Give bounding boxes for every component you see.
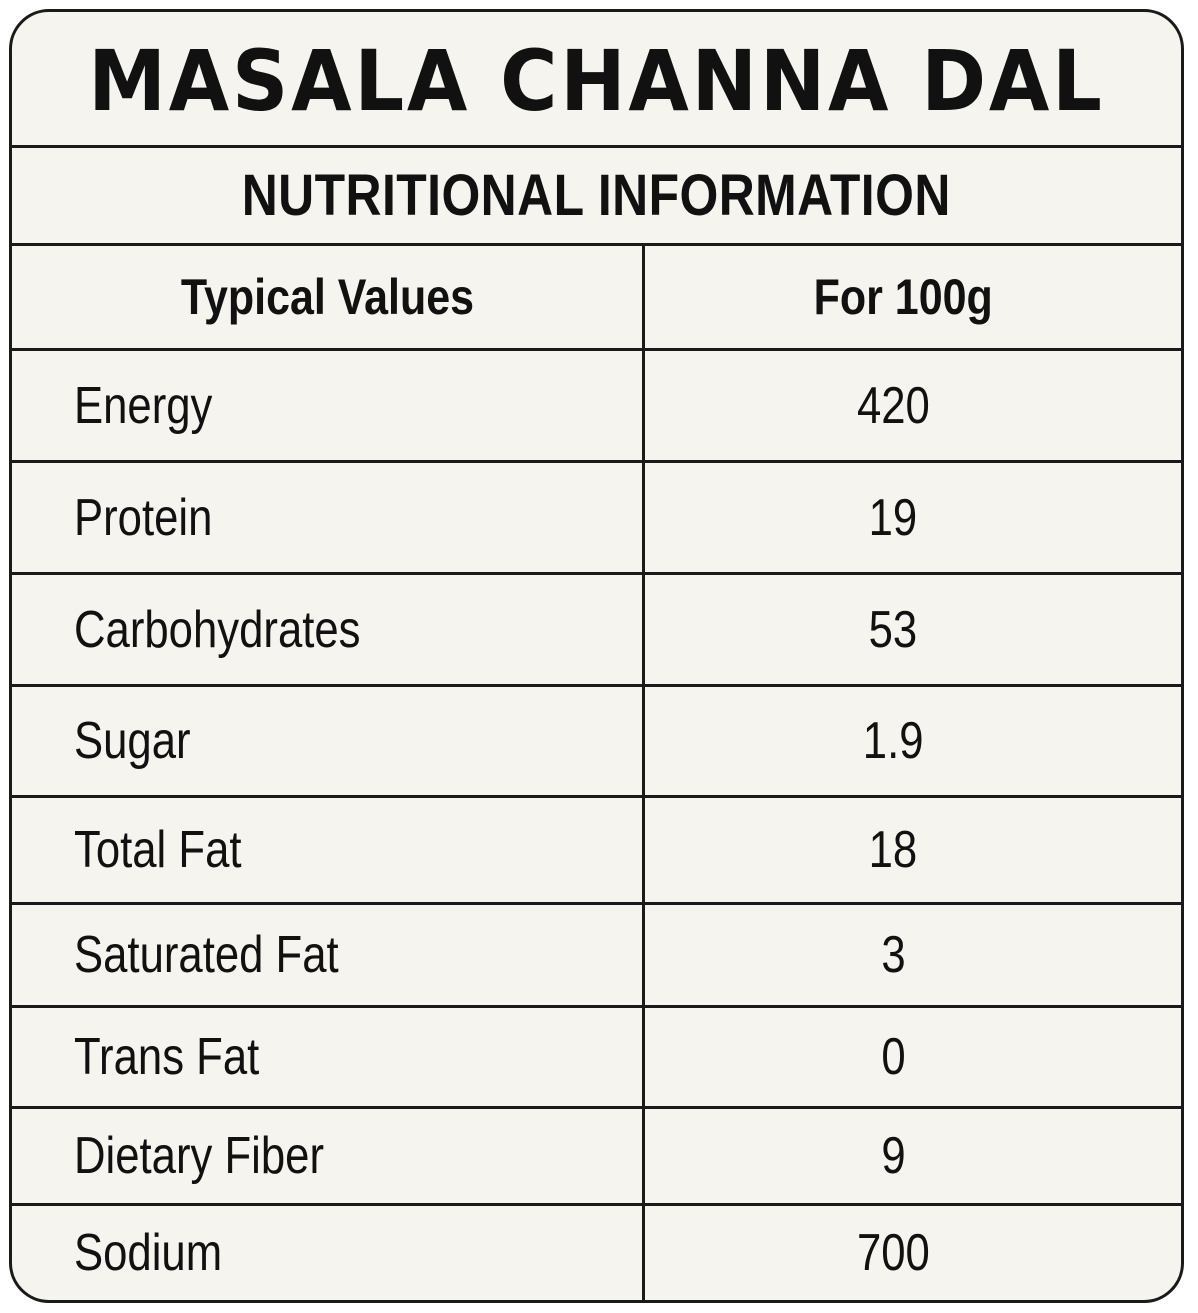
- table-row: Dietary Fiber 9: [12, 1109, 1181, 1206]
- table-row: Sugar 1.9: [12, 687, 1181, 798]
- value-cell: 420: [645, 351, 1181, 460]
- nutrient-value: 1.9: [862, 712, 924, 770]
- table-row: Trans Fat 0: [12, 1008, 1181, 1109]
- nutrient-name: Sodium: [74, 1224, 223, 1282]
- nutrient-name: Sugar: [74, 712, 191, 770]
- nutrient-cell: Protein: [12, 463, 642, 572]
- table-header-row: Typical Values For 100g: [12, 246, 1181, 351]
- nutrition-subtitle: NUTRITIONAL INFORMATION: [241, 163, 952, 228]
- nutrient-cell: Total Fat: [12, 798, 642, 902]
- nutrient-cell: Trans Fat: [12, 1008, 642, 1106]
- table-row: Saturated Fat 3: [12, 905, 1181, 1008]
- nutrient-name: Energy: [74, 376, 213, 435]
- nutrition-label: MASALA CHANNA DAL NUTRITIONAL INFORMATIO…: [9, 9, 1184, 1303]
- value-cell: 1.9: [645, 687, 1181, 795]
- table-row: Carbohydrates 53: [12, 575, 1181, 687]
- value-cell: 0: [645, 1008, 1181, 1106]
- value-cell: 18: [645, 798, 1181, 902]
- header-cell-right: For 100g: [645, 246, 1181, 348]
- nutrient-name: Dietary Fiber: [74, 1127, 325, 1185]
- value-cell: 700: [645, 1206, 1181, 1300]
- nutrient-value: 420: [856, 376, 930, 435]
- nutrient-cell: Sodium: [12, 1206, 642, 1300]
- value-cell: 3: [645, 905, 1181, 1005]
- nutrient-name: Protein: [74, 488, 213, 547]
- nutrient-cell: Energy: [12, 351, 642, 460]
- column-divider: [642, 246, 645, 1300]
- subtitle-row: NUTRITIONAL INFORMATION: [12, 148, 1181, 246]
- value-cell: 19: [645, 463, 1181, 572]
- nutrient-name: Total Fat: [74, 821, 242, 879]
- header-cell-left: Typical Values: [12, 246, 642, 348]
- nutrient-value: 9: [880, 1127, 906, 1185]
- product-title: MASALA CHANNA DAL: [88, 31, 1105, 130]
- nutrient-value: 0: [880, 1028, 906, 1086]
- value-cell: 9: [645, 1109, 1181, 1203]
- title-row: MASALA CHANNA DAL: [12, 12, 1181, 148]
- table-row: Protein 19: [12, 463, 1181, 575]
- nutrient-value: 3: [880, 926, 906, 984]
- nutrient-cell: Saturated Fat: [12, 905, 642, 1005]
- nutrient-value: 53: [868, 600, 918, 659]
- nutrient-name: Saturated Fat: [74, 926, 339, 984]
- table-row: Total Fat 18: [12, 798, 1181, 905]
- nutrient-value: 19: [868, 488, 918, 547]
- nutrient-value: 700: [856, 1224, 930, 1282]
- header-typical-values: Typical Values: [180, 269, 474, 325]
- table-row: Energy 420: [12, 351, 1181, 463]
- nutrient-cell: Dietary Fiber: [12, 1109, 642, 1203]
- nutrient-cell: Carbohydrates: [12, 575, 642, 684]
- nutrient-cell: Sugar: [12, 687, 642, 795]
- nutrient-name: Carbohydrates: [74, 600, 361, 659]
- value-cell: 53: [645, 575, 1181, 684]
- header-per-100g: For 100g: [813, 269, 993, 325]
- nutrient-name: Trans Fat: [74, 1028, 260, 1086]
- table-row: Sodium 700: [12, 1206, 1181, 1300]
- nutrient-value: 18: [868, 821, 918, 879]
